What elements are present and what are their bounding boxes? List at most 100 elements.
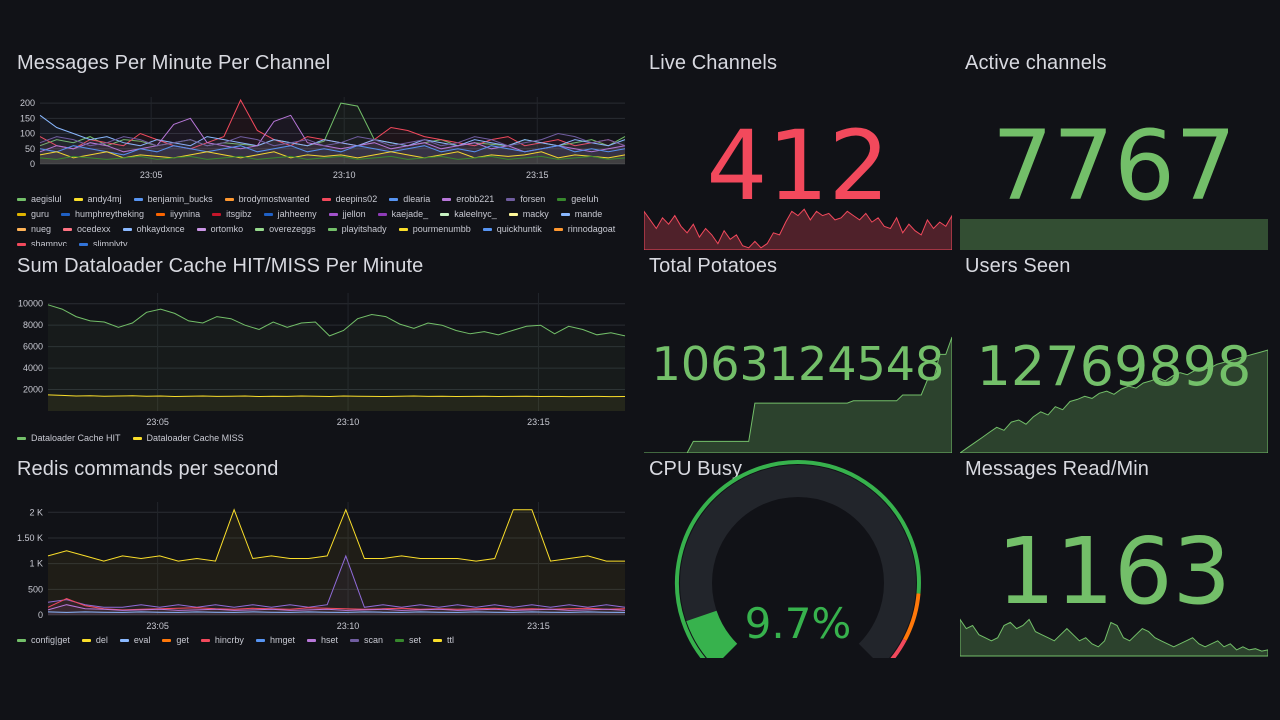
legend-item-shamnyc[interactable]: shamnyc: [17, 239, 67, 246]
series-line-eval[interactable]: [47, 611, 626, 613]
legend-item-ohkaydxnce[interactable]: ohkaydxnce: [122, 224, 185, 234]
legend-item-hmget[interactable]: hmget: [255, 635, 295, 645]
y-tick-label: 4000: [23, 363, 43, 373]
legend-item-playitshady[interactable]: playitshady: [327, 224, 387, 234]
legend-label: config|get: [31, 635, 70, 645]
panel-total-potatoes: Total Potatoes 1063124548: [644, 255, 952, 453]
series-line-geeluh[interactable]: [39, 155, 626, 160]
series-line-benjamin_bucks[interactable]: [39, 145, 626, 156]
legend-item-humphreytheking[interactable]: humphreytheking: [61, 209, 144, 219]
legend-item-brodymostwanted[interactable]: brodymostwanted: [224, 194, 310, 204]
legend-item-guru[interactable]: guru: [17, 209, 49, 219]
legend-item-get[interactable]: get: [162, 635, 189, 645]
dataloader-chart[interactable]: 2000 4000 6000 8000 10000 23:05 23:10 23:15: [17, 255, 629, 430]
legend-item-ttl[interactable]: ttl: [433, 635, 454, 645]
legend-item-nueg[interactable]: nueg: [17, 224, 51, 234]
legend-item-quickhuntik[interactable]: quickhuntik: [482, 224, 542, 234]
series-line-dlearia[interactable]: [39, 114, 626, 147]
legend-item-kaleelnyc_[interactable]: kaleelnyc_: [440, 209, 497, 219]
legend-label: guru: [31, 209, 50, 219]
series-area: [40, 145, 625, 164]
legend-swatch: [433, 638, 442, 642]
series-line-andy4mj[interactable]: [39, 151, 626, 159]
series-line-hincrby[interactable]: [47, 598, 626, 611]
stat-value: 1163: [996, 518, 1232, 625]
panel-title[interactable]: Total Potatoes: [649, 255, 778, 277]
y-tick-label: 500: [28, 584, 43, 594]
legend-item-ortomko[interactable]: ortomko: [196, 224, 243, 234]
panel-title[interactable]: Active channels: [965, 52, 1107, 74]
y-tick-label: 2 K: [29, 507, 43, 517]
legend-label: get: [176, 635, 189, 645]
legend-item-Dataloader Cache MISS[interactable]: Dataloader Cache MISS: [132, 433, 244, 443]
legend-item-erobb221[interactable]: erobb221: [442, 194, 494, 204]
legend-item-benjamin_bucks[interactable]: benjamin_bucks: [133, 194, 213, 204]
legend-label: shamnyc: [31, 239, 68, 246]
legend-swatch: [73, 197, 83, 201]
legend-item-iiyynina[interactable]: iiyynina: [156, 209, 200, 219]
series-line-set[interactable]: [47, 554, 626, 608]
panel-title[interactable]: Messages Read/Min: [965, 458, 1150, 480]
legend-item-forsen[interactable]: forsen: [506, 194, 545, 204]
legend-item-config|get[interactable]: config|get: [17, 635, 70, 645]
legend-item-kaejade_[interactable]: kaejade_: [377, 209, 428, 219]
legend-label: quickhuntik: [496, 224, 542, 234]
series-line-Dataloader Cache MISS[interactable]: [47, 394, 626, 398]
legend-item-mande[interactable]: mande: [560, 209, 602, 219]
legend-item-del[interactable]: del: [81, 635, 108, 645]
legend-item-Dataloader Cache HIT[interactable]: Dataloader Cache HIT: [17, 433, 121, 443]
series-area: [40, 151, 625, 164]
legend-item-rinnodagoat[interactable]: rinnodagoat: [553, 224, 615, 234]
legend-item-set[interactable]: set: [394, 635, 421, 645]
legend-label: overezeggs: [269, 224, 316, 234]
legend-item-eval[interactable]: eval: [119, 635, 150, 645]
legend-label: andy4mj: [87, 194, 122, 204]
legend-item-ocedexx[interactable]: ocedexx: [63, 224, 111, 234]
legend-item-jahheemy[interactable]: jahheemy: [263, 209, 317, 219]
redis-chart[interactable]: 0 500 1 K 1.50 K 2 K 23:05 23:10 23:15: [17, 458, 629, 633]
legend-swatch: [394, 638, 404, 642]
series-area: [40, 103, 625, 164]
legend-item-jjellon[interactable]: jjellon: [328, 209, 366, 219]
panel-title[interactable]: Live Channels: [649, 52, 778, 74]
legend-label: forsen: [520, 194, 546, 204]
legend-item-dlearia[interactable]: dlearia: [389, 194, 430, 204]
legend-item-pourmenumbb[interactable]: pourmenumbb: [398, 224, 471, 234]
legend-item-slimplyty[interactable]: slimplyty: [79, 239, 128, 246]
legend-item-overezeggs[interactable]: overezeggs: [255, 224, 316, 234]
legend-label: humphreytheking: [75, 209, 145, 219]
legend-item-itsgibz[interactable]: itsgibz: [212, 209, 252, 219]
legend-swatch: [133, 197, 143, 201]
legend-swatch: [377, 212, 387, 216]
legend-swatch: [389, 197, 399, 201]
legend-swatch: [61, 212, 71, 216]
series-line-ttl[interactable]: [47, 508, 625, 562]
legend-item-geeluh[interactable]: geeluh: [557, 194, 598, 204]
legend-swatch: [506, 197, 516, 201]
legend-item-scan[interactable]: scan: [349, 635, 383, 645]
panel-messages-per-minute: Messages Per Minute Per Channel 0 50 100 15…: [17, 52, 629, 246]
legend-swatch: [17, 212, 26, 216]
gauge-threshold-warn: [903, 593, 921, 641]
legend-item-aegislul[interactable]: aegislul: [17, 194, 62, 204]
legend-item-hset[interactable]: hset: [306, 635, 338, 645]
legend-label: hincrby: [214, 635, 244, 645]
legend-item-andy4mj[interactable]: andy4mj: [73, 194, 122, 204]
messages-chart[interactable]: 0 50 100 150 200 23:05 23:10 23:15: [17, 52, 629, 192]
series-line-forsen[interactable]: [39, 132, 626, 147]
panel-title[interactable]: Messages Per Minute Per Channel: [17, 52, 331, 74]
stat-value: 7767: [991, 110, 1237, 222]
panel-title[interactable]: Redis commands per second: [17, 458, 279, 480]
panel-title[interactable]: Users Seen: [965, 255, 1071, 277]
y-tick-label: 1 K: [29, 559, 43, 569]
panel-users-seen: Users Seen 12769898: [960, 255, 1268, 453]
series-area: [48, 394, 625, 411]
legend-item-macky[interactable]: macky: [508, 209, 549, 219]
panel-title[interactable]: CPU Busy: [649, 458, 743, 480]
series-line-Dataloader Cache HIT[interactable]: [47, 304, 626, 337]
legend-item-deepins02[interactable]: deepins02: [321, 194, 377, 204]
legend-item-hincrby[interactable]: hincrby: [200, 635, 244, 645]
panel-title[interactable]: Sum Dataloader Cache HIT/MISS Per Minute: [17, 255, 424, 277]
series-line-hset[interactable]: [47, 604, 626, 611]
legend-swatch: [255, 638, 265, 642]
